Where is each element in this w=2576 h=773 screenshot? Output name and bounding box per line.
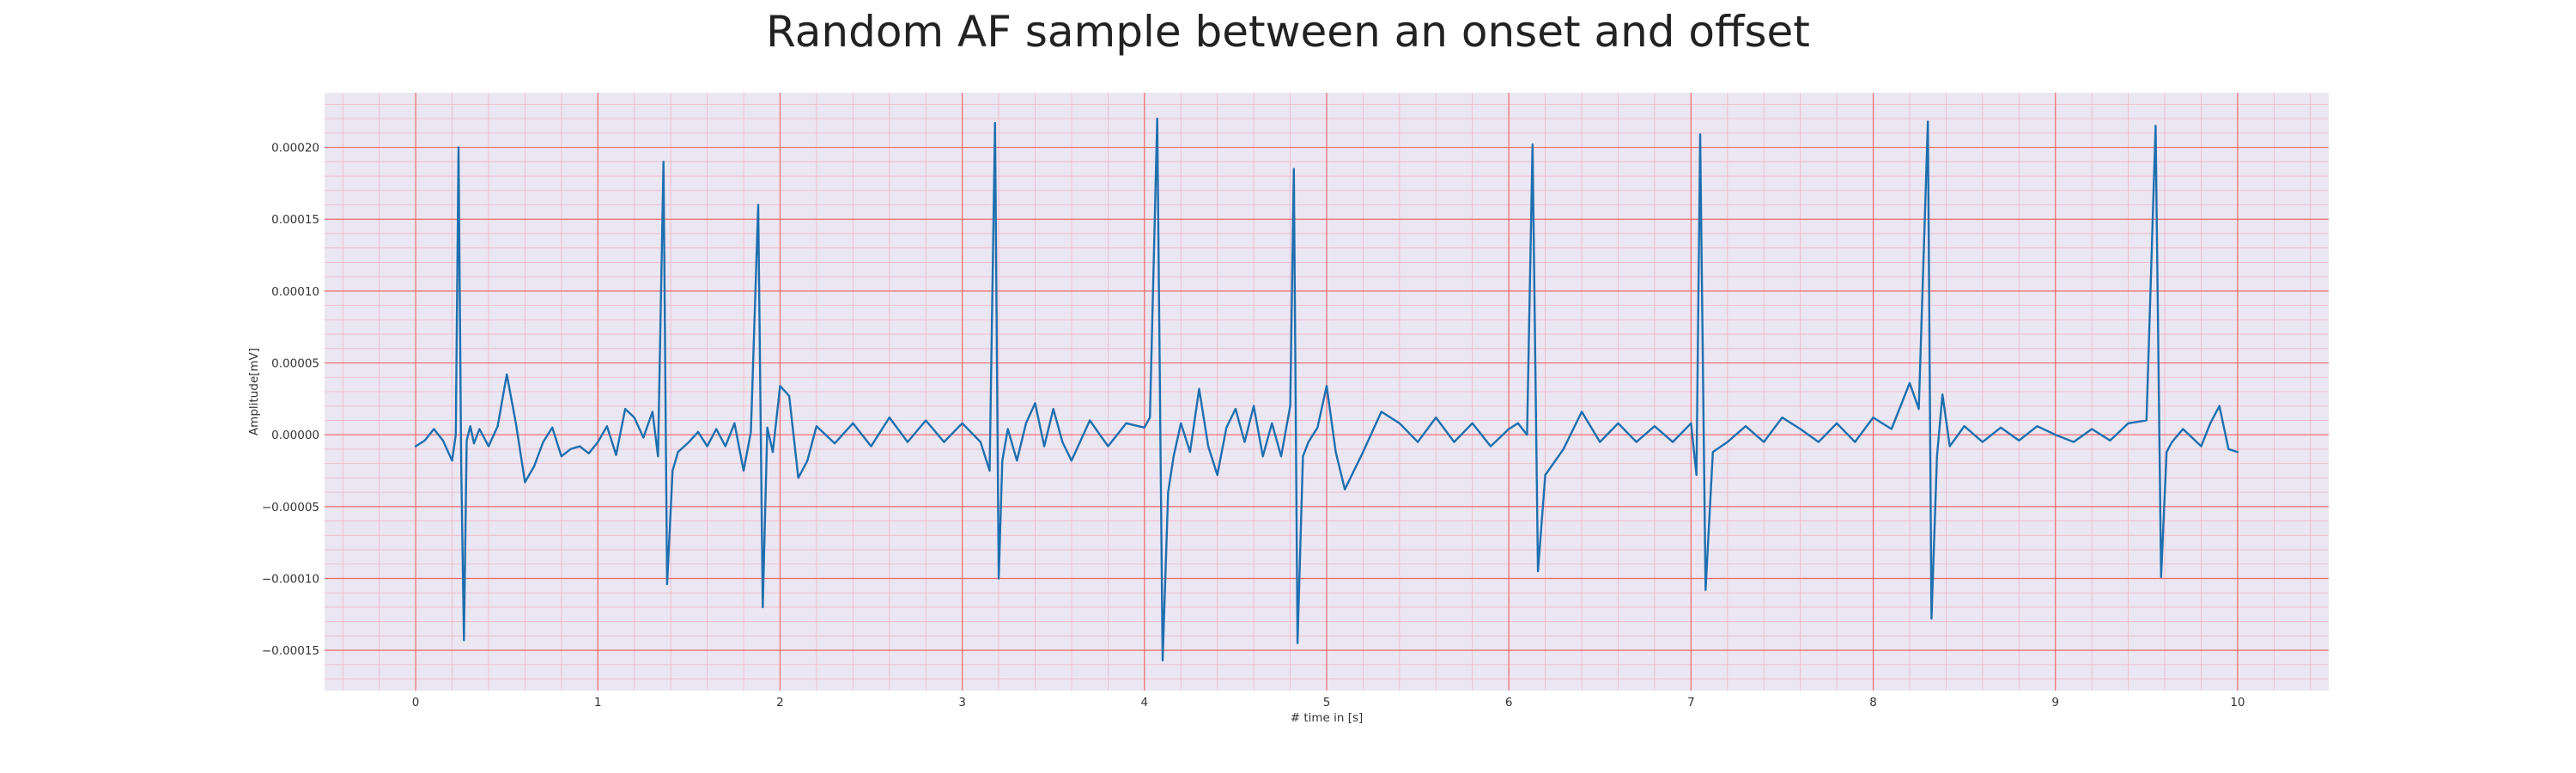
y-tick-label: 0.00020: [271, 142, 319, 155]
y-axis-label: Amplitude[mV]: [247, 348, 261, 435]
x-tick-label: 1: [594, 696, 602, 709]
x-axis-ticks: 0 1 2 3 4 5 6 7 8 9 10: [412, 696, 2245, 709]
x-tick-label: 9: [2051, 696, 2059, 709]
x-tick-label: 2: [776, 696, 784, 709]
x-tick-label: 3: [958, 696, 966, 709]
series-layer: [414, 117, 2239, 662]
series-line-0: [414, 117, 2239, 662]
x-tick-label: 8: [1869, 696, 1877, 709]
x-tick-label: 6: [1505, 696, 1513, 709]
y-tick-label: 0.00010: [271, 285, 319, 299]
y-tick-label: 0.00015: [271, 213, 319, 227]
y-tick-label: −0.00015: [262, 644, 319, 658]
x-tick-label: 7: [1687, 696, 1695, 709]
y-tick-label: 0.00005: [271, 357, 319, 371]
x-tick-label: 4: [1141, 696, 1149, 709]
y-tick-label: −0.00010: [262, 573, 319, 587]
major-grid: [325, 93, 2329, 691]
x-tick-label: 5: [1323, 696, 1331, 709]
y-tick-label: −0.00005: [262, 501, 319, 514]
chart-title: Random AF sample between an onset and of…: [766, 7, 1810, 57]
x-tick-label: 10: [2230, 696, 2245, 709]
y-axis-ticks: −0.00015 −0.00010 −0.00005 0.00000 0.00005 0.…: [262, 142, 319, 659]
x-axis-label: # time in [s]: [1291, 711, 1364, 725]
y-tick-label: 0.00000: [271, 429, 319, 442]
x-tick-label: 0: [412, 696, 420, 709]
